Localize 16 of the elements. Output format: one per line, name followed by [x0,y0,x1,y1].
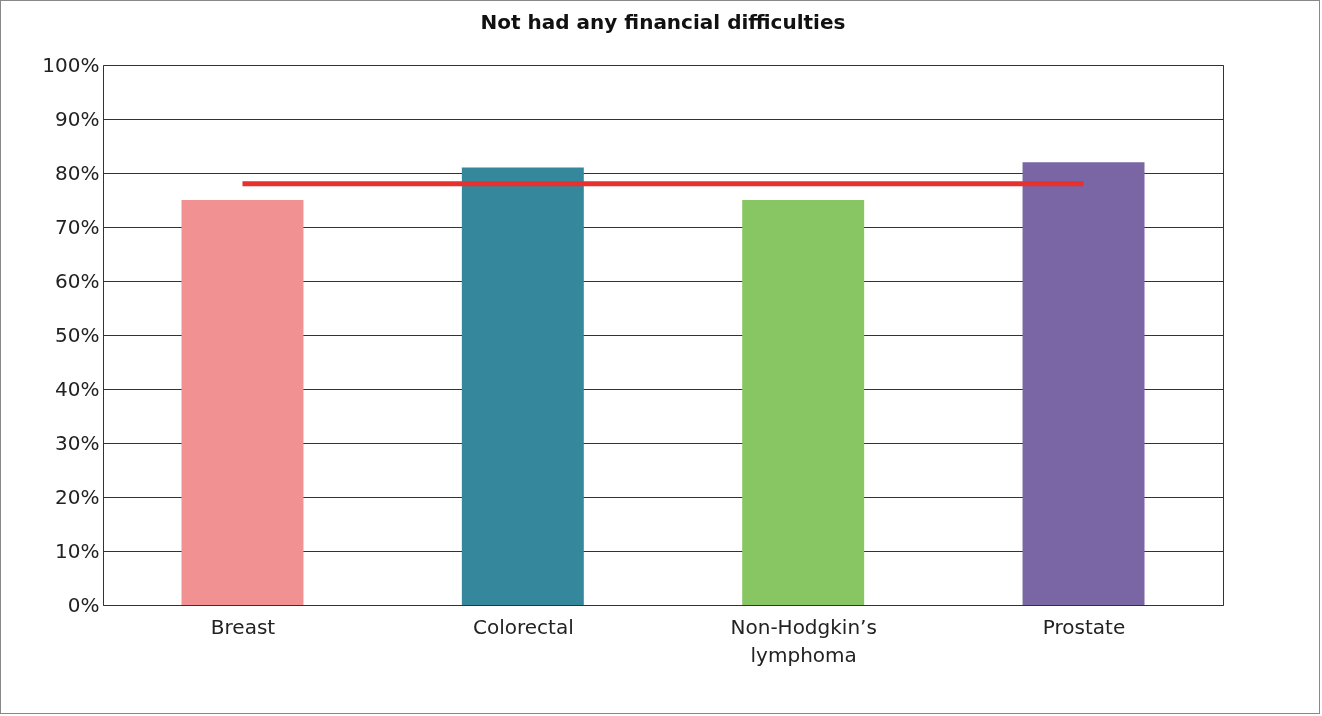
y-tick-label: 10% [55,538,100,563]
x-tick-label: Breast [210,614,276,639]
y-tick-label: 50% [55,322,100,347]
y-tick-label: 80% [55,160,100,185]
y-tick-label: 90% [55,106,100,131]
chart-title: Not had any financial difficulties [480,10,846,34]
x-tick-label: Non-Hodgkin’s lymphoma [730,614,877,667]
x-tick-label: Colorectal [472,614,574,639]
y-tick-label: 0% [67,592,100,617]
y-tick-label: 40% [55,376,100,401]
y-tick-label: 70% [55,214,100,239]
y-tick-label: 30% [55,430,100,455]
x-tick-label: Prostate [1042,614,1126,639]
y-tick-label: 100% [42,52,100,77]
y-tick-label: 20% [55,484,100,509]
y-tick-label: 60% [55,268,100,293]
